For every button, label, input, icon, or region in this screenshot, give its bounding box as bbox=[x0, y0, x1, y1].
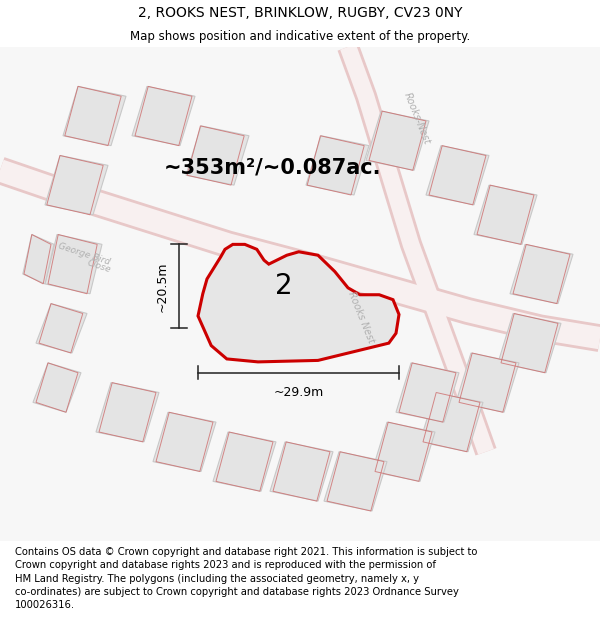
Polygon shape bbox=[23, 234, 54, 284]
Text: Contains OS data © Crown copyright and database right 2021. This information is : Contains OS data © Crown copyright and d… bbox=[15, 548, 478, 610]
Text: Map shows position and indicative extent of the property.: Map shows position and indicative extent… bbox=[130, 30, 470, 43]
Text: Close: Close bbox=[86, 259, 112, 274]
Polygon shape bbox=[306, 136, 369, 195]
Polygon shape bbox=[420, 392, 483, 452]
Polygon shape bbox=[474, 185, 537, 244]
Polygon shape bbox=[63, 86, 126, 146]
Text: George Bird: George Bird bbox=[57, 242, 111, 267]
Text: ~353m²/~0.087ac.: ~353m²/~0.087ac. bbox=[164, 158, 382, 178]
Polygon shape bbox=[132, 86, 195, 146]
Polygon shape bbox=[366, 111, 429, 170]
Polygon shape bbox=[33, 363, 81, 413]
Polygon shape bbox=[498, 314, 561, 372]
Polygon shape bbox=[324, 452, 387, 511]
Polygon shape bbox=[372, 422, 435, 481]
Polygon shape bbox=[426, 146, 489, 205]
Polygon shape bbox=[186, 126, 249, 185]
Text: 2: 2 bbox=[275, 272, 292, 301]
Polygon shape bbox=[213, 432, 276, 491]
Polygon shape bbox=[45, 156, 108, 215]
Polygon shape bbox=[510, 244, 573, 304]
Polygon shape bbox=[36, 304, 87, 353]
Polygon shape bbox=[45, 234, 102, 294]
Text: 2, ROOKS NEST, BRINKLOW, RUGBY, CV23 0NY: 2, ROOKS NEST, BRINKLOW, RUGBY, CV23 0NY bbox=[138, 6, 462, 20]
Text: Rooks-Nest: Rooks-Nest bbox=[402, 91, 432, 146]
Text: ~29.9m: ~29.9m bbox=[274, 386, 323, 399]
Polygon shape bbox=[456, 353, 519, 412]
Polygon shape bbox=[270, 442, 333, 501]
Polygon shape bbox=[96, 382, 159, 442]
Text: Rooks Nest: Rooks Nest bbox=[346, 290, 376, 345]
Polygon shape bbox=[198, 244, 399, 362]
Text: ~20.5m: ~20.5m bbox=[155, 261, 169, 312]
Polygon shape bbox=[153, 412, 216, 471]
Polygon shape bbox=[396, 363, 459, 422]
